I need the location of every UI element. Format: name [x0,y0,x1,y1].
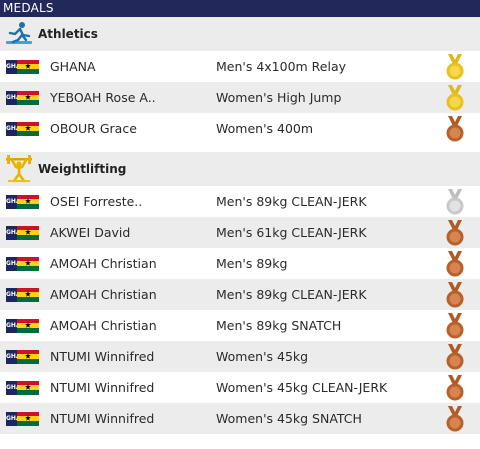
athlete-name[interactable]: NTUMI Winnifred [50,380,155,395]
athlete-name[interactable]: AMOAH Christian [50,318,157,333]
ghana-flag-icon: GHA [6,90,39,105]
athlete-name[interactable]: OBOUR Grace [50,121,137,136]
gold-medal-icon [444,84,466,112]
country-code: GHA [6,121,17,136]
athlete-name[interactable]: GHANA [50,59,96,74]
event-name: Men's 4x100m Relay [216,59,347,74]
event-name: Men's 89kg [216,256,288,271]
silver-medal-icon [444,188,466,216]
gold-medal-icon [444,53,466,81]
country-code: GHA [6,380,17,395]
country-code: GHA [6,90,17,105]
athlete-name[interactable]: YEBOAH Rose A.. [50,90,156,105]
country-code: GHA [6,256,17,271]
bronze-medal-icon [444,312,466,340]
medal-row[interactable]: GHA AMOAH Christian Men's 89kg [0,248,480,279]
athlete-name[interactable]: NTUMI Winnifred [50,411,155,426]
ghana-flag-icon: GHA [6,380,39,395]
medals-list: Athletics GHA GHANA Men's 4x100m Relay GHA YE… [0,17,480,434]
country-code: GHA [6,194,17,209]
country-code: GHA [6,349,17,364]
medal-row[interactable]: GHA YEBOAH Rose A.. Women's High Jump [0,82,480,113]
athlete-name[interactable]: OSEI Forreste.. [50,194,143,209]
event-name: Men's 89kg SNATCH [216,318,342,333]
sport-header-athletics: Athletics [0,17,480,51]
weightlifter-icon [4,154,34,184]
athlete-name[interactable]: AMOAH Christian [50,256,157,271]
event-name: Women's 45kg SNATCH [216,411,362,426]
bronze-medal-icon [444,374,466,402]
athlete-name[interactable]: AMOAH Christian [50,287,157,302]
ghana-flag-icon: GHA [6,59,39,74]
bronze-medal-icon [444,343,466,371]
medal-row[interactable]: GHA OBOUR Grace Women's 400m [0,113,480,144]
medal-row[interactable]: GHA AMOAH Christian Men's 89kg CLEAN-JERK [0,279,480,310]
section-gap [0,144,480,152]
country-code: GHA [6,225,17,240]
ghana-flag-icon: GHA [6,225,39,240]
bronze-medal-icon [444,219,466,247]
country-code: GHA [6,318,17,333]
event-name: Men's 89kg CLEAN-JERK [216,194,367,209]
ghana-flag-icon: GHA [6,121,39,136]
event-name: Women's 400m [216,121,314,136]
athlete-name[interactable]: AKWEI David [50,225,131,240]
event-name: Women's 45kg [216,349,309,364]
medals-header: MEDALS [0,0,480,17]
medal-row[interactable]: GHA AKWEI David Men's 61kg CLEAN-JERK [0,217,480,248]
sport-name: Athletics [38,27,98,41]
runner-icon [4,19,34,49]
medal-row[interactable]: GHA AMOAH Christian Men's 89kg SNATCH [0,310,480,341]
country-code: GHA [6,411,17,426]
sport-name: Weightlifting [38,162,127,176]
bronze-medal-icon [444,115,466,143]
medal-row[interactable]: GHA NTUMI Winnifred Women's 45kg CLEAN-JER… [0,372,480,403]
event-name: Men's 61kg CLEAN-JERK [216,225,367,240]
medal-row[interactable]: GHA NTUMI Winnifred Women's 45kg [0,341,480,372]
medal-row[interactable]: GHA GHANA Men's 4x100m Relay [0,51,480,82]
ghana-flag-icon: GHA [6,256,39,271]
event-name: Women's High Jump [216,90,342,105]
ghana-flag-icon: GHA [6,318,39,333]
event-name: Men's 89kg CLEAN-JERK [216,287,367,302]
country-code: GHA [6,287,17,302]
medals-title: MEDALS [3,1,54,15]
athlete-name[interactable]: NTUMI Winnifred [50,349,155,364]
ghana-flag-icon: GHA [6,287,39,302]
country-code: GHA [6,59,17,74]
event-name: Women's 45kg CLEAN-JERK [216,380,388,395]
medal-row[interactable]: GHA NTUMI Winnifred Women's 45kg SNATCH [0,403,480,434]
ghana-flag-icon: GHA [6,194,39,209]
sport-header-weightlifting: Weightlifting [0,152,480,186]
bronze-medal-icon [444,281,466,309]
bronze-medal-icon [444,405,466,433]
bronze-medal-icon [444,250,466,278]
medal-row[interactable]: GHA OSEI Forreste.. Men's 89kg CLEAN-JERK [0,186,480,217]
ghana-flag-icon: GHA [6,411,39,426]
ghana-flag-icon: GHA [6,349,39,364]
